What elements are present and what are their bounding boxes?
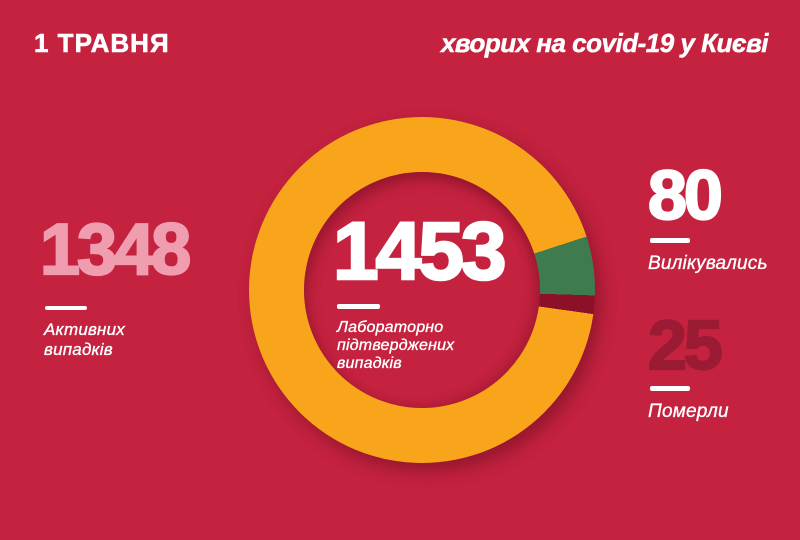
confirmed-cases-divider	[337, 304, 380, 309]
active-cases-value: 1348	[39, 210, 192, 290]
active-cases-label-line2: випадків	[44, 339, 113, 359]
recovered-divider	[650, 238, 690, 243]
date-label: 1 ТРАВНЯ	[34, 28, 170, 59]
donut-hole	[304, 172, 540, 408]
deaths-value: 25	[647, 306, 724, 384]
active-cases-label: Активних випадків	[44, 320, 125, 359]
recovered-value: 80	[647, 156, 724, 234]
confirmed-cases-label-line2: підтверджених	[337, 336, 455, 354]
confirmed-cases-label-line3: випадків	[337, 354, 402, 372]
deaths-divider	[650, 386, 690, 391]
active-cases-label-line1: Активних	[44, 320, 125, 339]
recovered-label: Вилікувались	[648, 253, 768, 274]
confirmed-cases-label-line1: Лабораторно	[337, 319, 444, 336]
donut-chart: 1453 Лабораторно підтверджених випадків	[249, 117, 595, 463]
confirmed-cases-value: 1453	[332, 206, 508, 297]
active-cases-divider	[45, 306, 87, 310]
page-title: хворих на covid-19 у Києві	[440, 28, 769, 59]
confirmed-cases-label: Лабораторно підтверджених випадків	[337, 319, 455, 373]
deaths-label: Померли	[648, 401, 729, 422]
